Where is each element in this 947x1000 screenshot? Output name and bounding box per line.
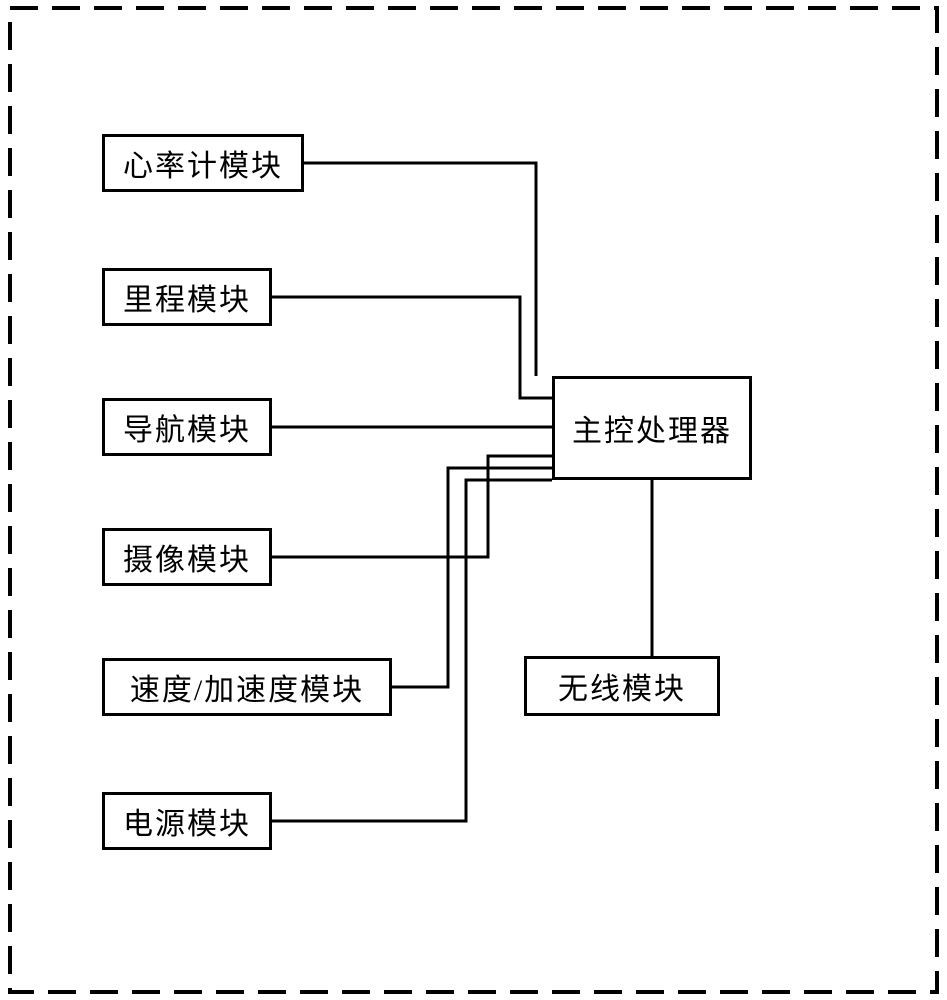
wire-1 [272,297,552,398]
node-controller: 主控处理器 [552,376,752,480]
node-label: 主控处理器 [572,406,732,450]
node-wireless: 无线模块 [524,656,720,716]
wire-0 [304,163,536,376]
node-mileage: 里程模块 [102,268,272,326]
node-speed_accel: 速度/加速度模块 [102,658,392,716]
node-power: 电源模块 [102,792,272,850]
node-label: 速度/加速度模块 [130,665,364,709]
node-label: 里程模块 [123,275,251,319]
wire-4 [392,468,552,687]
node-camera: 摄像模块 [102,528,272,586]
wire-3 [272,456,552,557]
node-label: 电源模块 [123,799,251,843]
node-label: 摄像模块 [123,535,251,579]
wire-5 [272,480,552,821]
node-heart_rate: 心率计模块 [102,134,304,192]
node-navigation: 导航模块 [102,398,272,456]
node-label: 无线模块 [558,664,686,708]
node-label: 导航模块 [123,405,251,449]
node-label: 心率计模块 [123,141,283,185]
